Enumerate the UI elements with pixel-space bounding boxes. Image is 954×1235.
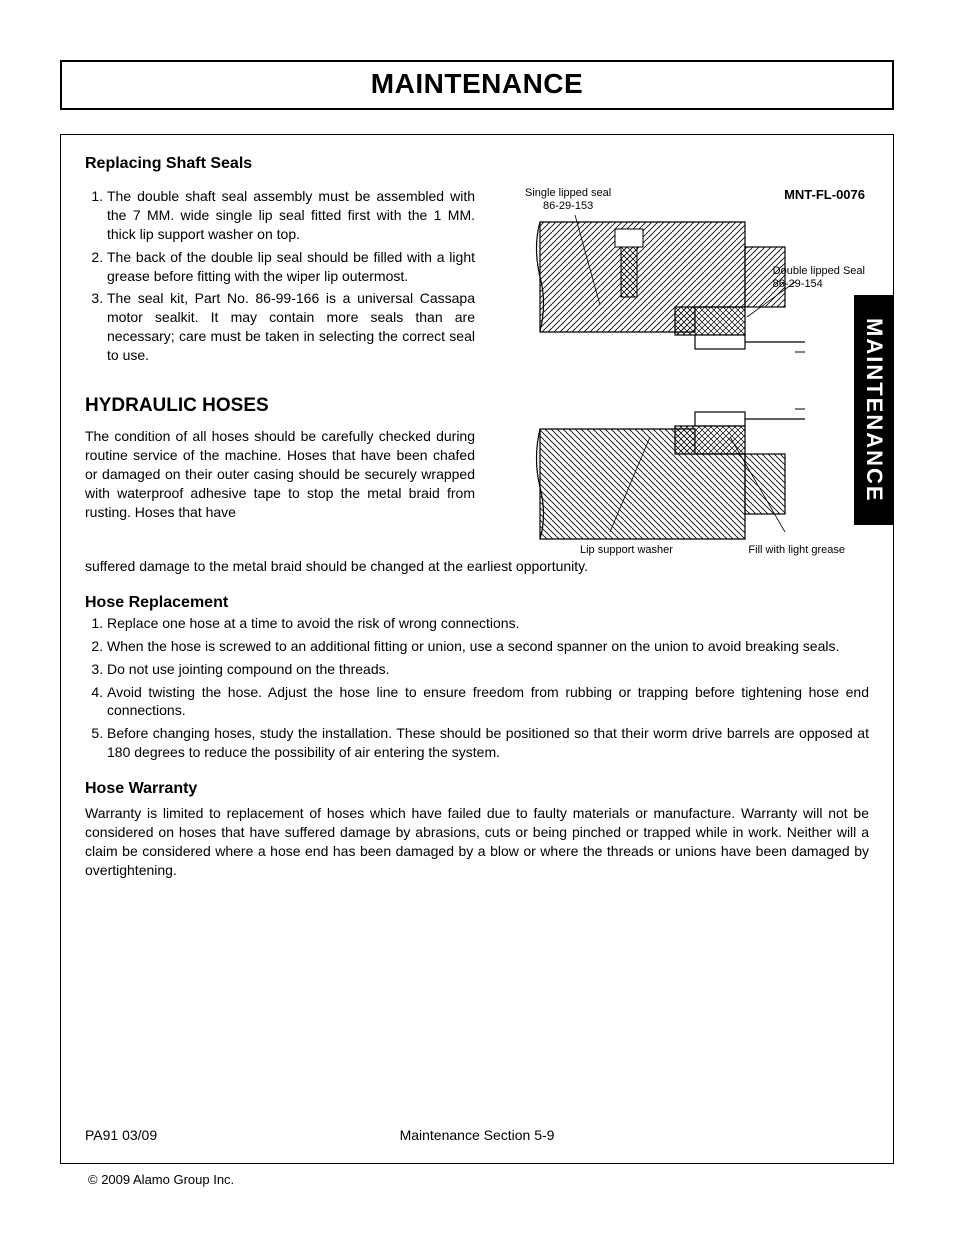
list-item: Do not use jointing compound on the thre… bbox=[107, 660, 869, 679]
list-item: The back of the double lip seal should b… bbox=[107, 248, 475, 286]
heading-hose-replacement: Hose Replacement bbox=[85, 594, 869, 612]
shaft-seal-steps: The double shaft seal assembly must be a… bbox=[85, 187, 475, 365]
heading-replacing-shaft-seals: Replacing Shaft Seals bbox=[85, 155, 869, 173]
hose-replacement-steps: Replace one hose at a time to avoid the … bbox=[85, 614, 869, 762]
two-column-layout: The double shaft seal assembly must be a… bbox=[85, 187, 869, 557]
page: MAINTENANCE MAINTENANCE Replacing Shaft … bbox=[0, 0, 954, 1217]
list-item: When the hose is screwed to an additiona… bbox=[107, 637, 869, 656]
content-frame: MAINTENANCE Replacing Shaft Seals The do… bbox=[60, 134, 894, 1164]
figure-code: MNT-FL-0076 bbox=[784, 187, 865, 203]
footer-center: Maintenance Section 5-9 bbox=[85, 1127, 869, 1143]
label-single-seal: Single lipped seal 86-29-153 bbox=[525, 187, 611, 213]
label-fill-grease: Fill with light grease bbox=[748, 544, 845, 557]
right-column: Single lipped seal 86-29-153 MNT-FL-0076… bbox=[495, 187, 869, 557]
label-lip-washer: Lip support washer bbox=[580, 544, 673, 557]
heading-hose-warranty: Hose Warranty bbox=[85, 780, 869, 798]
hose-warranty-body: Warranty is limited to replacement of ho… bbox=[85, 804, 869, 880]
label-double-seal: Double lipped Seal 86-29-154 bbox=[773, 265, 865, 291]
list-item: Avoid twisting the hose. Adjust the hose… bbox=[107, 683, 869, 721]
heading-hydraulic-hoses: HYDRAULIC HOSES bbox=[85, 395, 475, 417]
seal-diagram: Single lipped seal 86-29-153 MNT-FL-0076… bbox=[495, 187, 865, 557]
list-item: The double shaft seal assembly must be a… bbox=[107, 187, 475, 244]
list-item: Replace one hose at a time to avoid the … bbox=[107, 614, 869, 633]
list-item: Before changing hoses, study the install… bbox=[107, 724, 869, 762]
seal-diagram-svg bbox=[495, 187, 865, 557]
copyright: © 2009 Alamo Group Inc. bbox=[88, 1172, 894, 1187]
hydraulic-hoses-intro-cont: suffered damage to the metal braid shoul… bbox=[85, 557, 869, 576]
left-column: The double shaft seal assembly must be a… bbox=[85, 187, 475, 557]
title-box: MAINTENANCE bbox=[60, 60, 894, 110]
footer: PA91 03/09 Maintenance Section 5-9 bbox=[85, 1127, 869, 1143]
list-item: The seal kit, Part No. 86-99-166 is a un… bbox=[107, 289, 475, 365]
page-title: MAINTENANCE bbox=[62, 68, 892, 100]
hydraulic-hoses-intro-part: The condition of all hoses should be car… bbox=[85, 427, 475, 521]
